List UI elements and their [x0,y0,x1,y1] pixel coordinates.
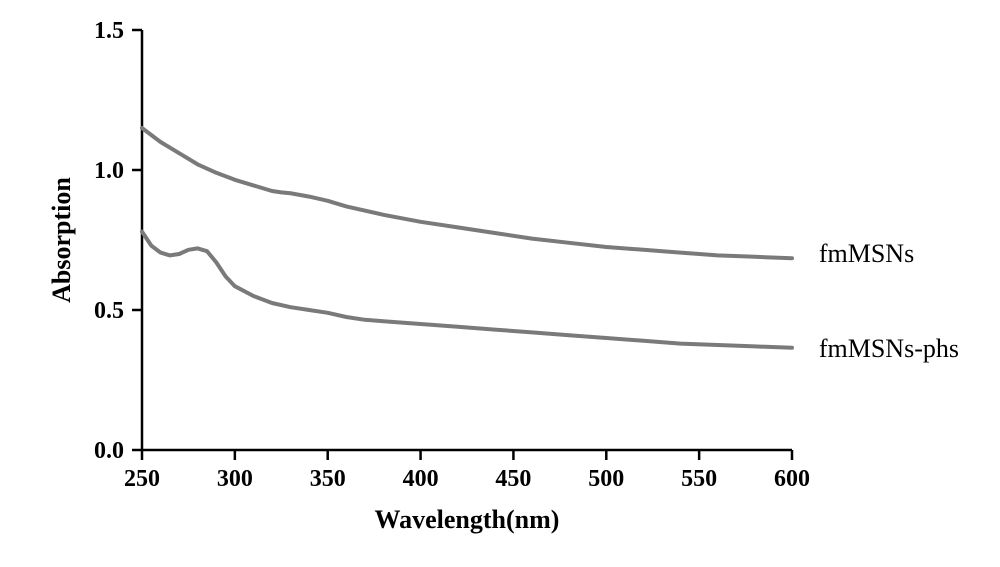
x-tick-label: 500 [588,466,624,492]
series-line-fmMSNs-phs [142,232,792,348]
x-tick-label: 400 [403,466,439,492]
series-label-fmMSNs-phs: fmMSNs-phs [819,334,959,363]
absorption-spectrum-chart: 250 300 350 400 450 500 550 600 0.0 0.5 1.0 1.5 Wave… [0,0,1000,567]
series-label-fmMSNs: fmMSNs [819,239,914,268]
x-tick-label: 450 [495,466,531,492]
y-tick-label: 1.0 [94,158,124,184]
x-tick-label: 300 [217,466,253,492]
series-line-fmMSNs [142,128,792,258]
y-tick-label: 0.0 [94,438,124,464]
chart-svg: 250 300 350 400 450 500 550 600 0.0 0.5 1.0 1.5 Wave… [0,0,1000,567]
x-tick-label: 600 [774,466,810,492]
x-axis-title: Wavelength(nm) [375,505,560,534]
y-tick-label: 0.5 [94,298,124,324]
y-axis-title: Absorption [47,177,76,303]
x-tick-label: 250 [124,466,160,492]
x-tick-label: 350 [310,466,346,492]
y-tick-label: 1.5 [94,18,124,44]
x-tick-label: 550 [681,466,717,492]
